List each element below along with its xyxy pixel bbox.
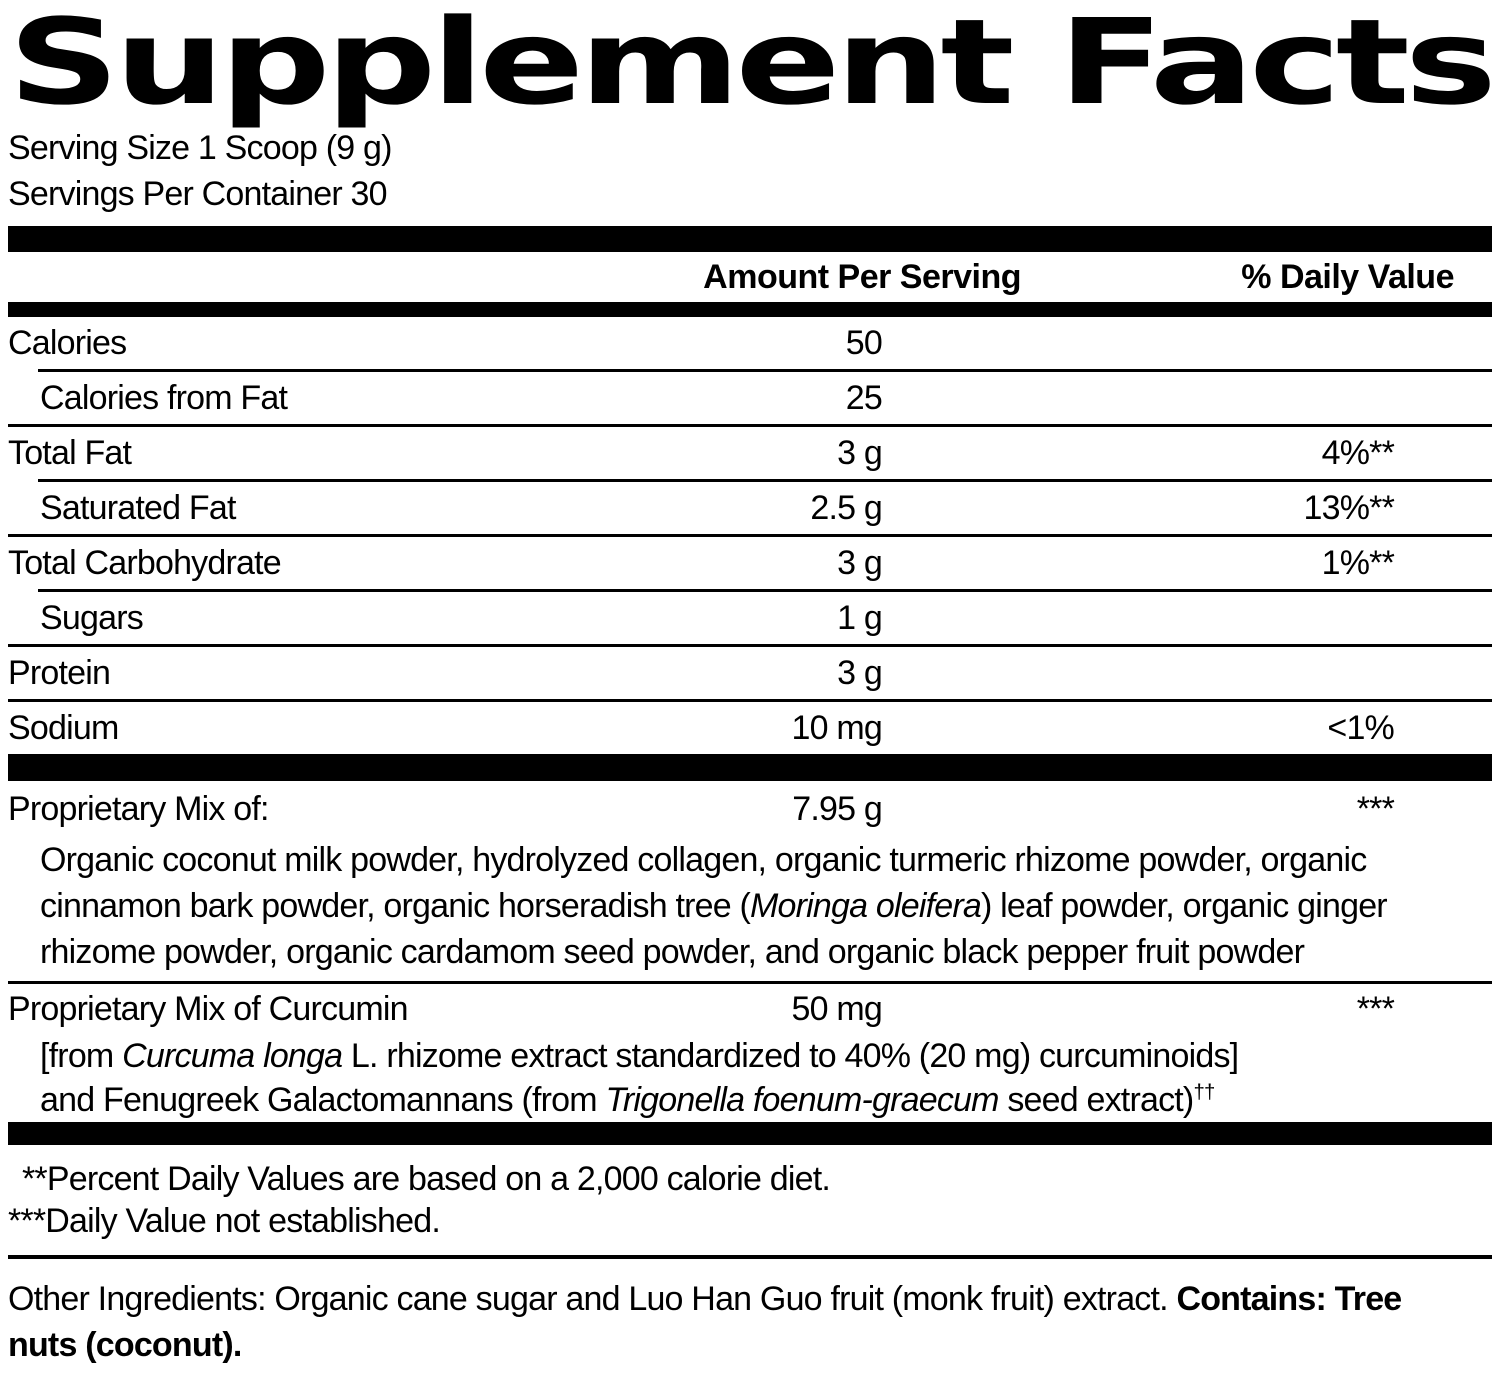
divider-bar-mix <box>8 754 1492 782</box>
nutrient-label: Calories from Fat <box>40 378 288 417</box>
text-segment: rhizome powder, organic cardamom seed po… <box>40 933 1305 972</box>
text-segment: cinnamon bark powder, organic horseradis… <box>40 887 751 926</box>
nutrient-amount: 1 g <box>837 598 883 637</box>
amount-per-serving-header: Amount Per Serving <box>703 258 1021 297</box>
curcumin-mix-description: [from Curcuma longa L. rhizome extract s… <box>8 1034 1492 1122</box>
row-separator <box>8 534 1492 538</box>
divider-bar-header <box>8 302 1492 318</box>
row-separator <box>38 589 1492 593</box>
nutrient-daily-value: 13%** <box>1303 488 1394 527</box>
text-line: Organic coconut milk powder, hydrolyzed … <box>40 837 1492 883</box>
nutrient-label: Calories <box>8 323 127 362</box>
text-segment: seed extract) <box>998 1081 1194 1120</box>
table-row: Sugars 1 g <box>8 592 1492 644</box>
nutrient-daily-value: 4%** <box>1321 433 1395 472</box>
nutrient-amount: 7.95 g <box>792 789 883 828</box>
text-line: [from Curcuma longa L. rhizome extract s… <box>40 1034 1492 1078</box>
nutrient-table: Calories 50 Calories from Fat 25 Total Fat 3 … <box>8 317 1492 754</box>
text-segment: [from <box>40 1037 123 1076</box>
table-row: Sodium 10 mg <1% <box>8 702 1492 754</box>
text-segment: Curcuma longa <box>122 1037 343 1076</box>
nutrient-label: Protein <box>8 653 111 692</box>
nutrient-amount: 50 <box>845 323 883 362</box>
text-segment: Trigonella foenum-graecum <box>605 1081 999 1120</box>
nutrient-label: Proprietary Mix of: <box>8 789 269 828</box>
nutrient-amount: 2.5 g <box>810 488 882 527</box>
text-line: Other Ingredients: Organic cane sugar an… <box>8 1276 1492 1322</box>
page-title-text: Supplement Facts <box>8 0 1497 131</box>
table-header-row: Amount Per Serving % Daily Value <box>8 252 1492 302</box>
text-segment: nuts (coconut). <box>8 1326 242 1365</box>
nutrient-label: Sugars <box>40 598 144 637</box>
nutrient-daily-value: *** <box>1356 989 1395 1028</box>
divider-line-other-ingredients <box>8 1255 1492 1260</box>
nutrient-label: Saturated Fat <box>40 488 236 527</box>
nutrient-label: Proprietary Mix of Curcumin <box>8 989 409 1028</box>
footnotes: **Percent Daily Values are based on a 2,… <box>8 1158 1492 1242</box>
nutrient-daily-value: *** <box>1356 789 1395 828</box>
row-separator <box>38 369 1492 373</box>
text-line: rhizome powder, organic cardamom seed po… <box>40 929 1492 975</box>
table-row: Protein 3 g <box>8 647 1492 699</box>
footnote-not-established: ***Daily Value not established. <box>8 1202 441 1241</box>
text-segment: †† <box>1193 1081 1215 1104</box>
nutrient-amount: 3 g <box>837 653 883 692</box>
nutrient-daily-value: <1% <box>1327 708 1394 747</box>
text-segment: ) leaf powder, organic ginger <box>981 887 1388 926</box>
text-line: cinnamon bark powder, organic horseradis… <box>40 883 1492 929</box>
serving-size: Serving Size 1 Scoop (9 g) <box>8 129 392 168</box>
row-separator <box>8 644 1492 648</box>
text-segment: Organic coconut milk powder, hydrolyzed … <box>40 841 1367 880</box>
servings-per-container: Servings Per Container 30 <box>8 175 388 214</box>
divider-bar-footnotes <box>8 1122 1492 1146</box>
text-line: nuts (coconut). <box>8 1322 1492 1368</box>
nutrient-label: Total Carbohydrate <box>8 543 282 582</box>
nutrient-amount: 10 mg <box>791 708 883 747</box>
divider-bar-top <box>8 226 1492 253</box>
row-separator <box>8 424 1492 428</box>
curcumin-mix-row: Proprietary Mix of Curcumin 50 mg *** <box>8 984 1492 1034</box>
text-segment: Moringa oleifera <box>750 887 982 926</box>
nutrient-amount: 3 g <box>837 433 883 472</box>
text-segment: and Fenugreek Galactomannans (from <box>40 1081 606 1120</box>
nutrient-label: Sodium <box>8 708 119 747</box>
proprietary-mix-row: Proprietary Mix of: 7.95 g *** <box>8 781 1492 837</box>
proprietary-mix-description: Organic coconut milk powder, hydrolyzed … <box>8 837 1492 975</box>
row-separator <box>8 699 1492 703</box>
footnote-daily-values: **Percent Daily Values are based on a 2,… <box>22 1160 831 1199</box>
text-segment: L. rhizome extract standardized to 40% (… <box>342 1037 1239 1076</box>
table-row: Calories from Fat 25 <box>8 372 1492 424</box>
nutrient-amount: 25 <box>845 378 883 417</box>
nutrient-amount: 50 mg <box>791 989 883 1028</box>
curcumin-mix-section: Proprietary Mix of Curcumin 50 mg *** [f… <box>8 984 1492 1122</box>
table-row: Saturated Fat 2.5 g 13%** <box>8 482 1492 534</box>
row-separator <box>38 479 1492 483</box>
row-separator <box>8 981 1492 985</box>
text-line: and Fenugreek Galactomannans (from Trigo… <box>40 1078 1492 1122</box>
table-row: Calories 50 <box>8 317 1492 369</box>
page-title: Supplement Facts <box>8 0 1497 131</box>
table-row: Total Carbohydrate 3 g 1%** <box>8 537 1492 589</box>
text-segment: Other Ingredients: Organic cane sugar an… <box>8 1280 1177 1319</box>
nutrient-daily-value: 1%** <box>1321 543 1395 582</box>
table-row: Total Fat 3 g 4%** <box>8 427 1492 479</box>
nutrient-amount: 3 g <box>837 543 883 582</box>
serving-info: Serving Size 1 Scoop (9 g) Servings Per … <box>8 125 1492 217</box>
nutrient-label: Total Fat <box>8 433 132 472</box>
daily-value-header: % Daily Value <box>1241 258 1454 297</box>
other-ingredients: Other Ingredients: Organic cane sugar an… <box>8 1276 1492 1368</box>
text-segment: Contains: Tree <box>1176 1280 1402 1319</box>
